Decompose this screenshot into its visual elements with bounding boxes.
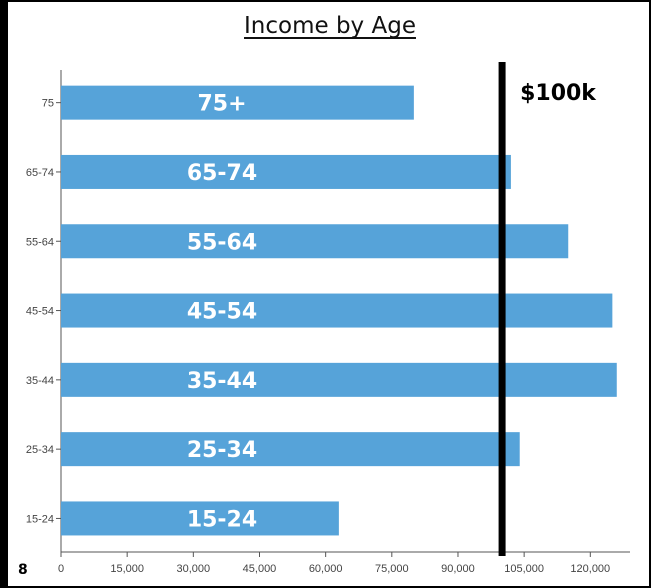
y-tick-label: 65-74: [26, 167, 54, 179]
y-tick-label: 35-44: [26, 375, 54, 387]
bar-55-64: [61, 224, 569, 259]
bar-label: 45-54: [187, 300, 257, 325]
bar-65-74: [61, 154, 511, 189]
bar-45-54: [61, 293, 613, 328]
x-tick-label: 0: [58, 563, 64, 575]
bar-35-44: [61, 362, 617, 397]
x-tick-label: 90,000: [441, 563, 475, 575]
x-tick-label: 15,000: [110, 563, 144, 575]
axes-group: 0 15,000 30,000 45,000 60,000 75,000 90,000 105…: [26, 70, 630, 575]
bar-label: 35-44: [187, 369, 257, 394]
x-tick-label: 45,000: [243, 563, 277, 575]
x-tick-label: 75,000: [375, 563, 409, 575]
y-tick-label: 15-24: [26, 513, 54, 525]
bar-label: 15-24: [187, 507, 257, 532]
x-tick-label: 60,000: [309, 563, 343, 575]
y-tick-label: 25-34: [26, 444, 54, 456]
bar-label: 75+: [197, 92, 246, 117]
chart-title: Income by Age: [244, 13, 416, 39]
y-tick-label: 75: [42, 98, 54, 110]
bar-label: 25-34: [187, 438, 257, 463]
reference-line-label: $100k: [520, 81, 597, 106]
bars-group: [61, 85, 617, 536]
bar-labels-group: 75+ 65-74 55-64 45-54 35-44 25-34 15-24: [187, 92, 257, 533]
x-tick-label: 30,000: [176, 563, 210, 575]
y-tick-label: 55-64: [26, 236, 54, 248]
page-number: 8: [18, 562, 28, 578]
reference-line-group: $100k: [498, 62, 597, 556]
x-tick-label: 105,000: [504, 563, 544, 575]
x-tick-label: 120,000: [570, 563, 610, 575]
bar-25-34: [61, 432, 520, 467]
chart-title-group: Income by Age: [244, 13, 416, 39]
bar-label: 55-64: [187, 230, 257, 255]
bar-15-24: [61, 501, 339, 536]
y-tick-label: 45-54: [26, 306, 54, 318]
bar-label: 65-74: [187, 161, 257, 186]
bar-75plus: [61, 85, 414, 120]
